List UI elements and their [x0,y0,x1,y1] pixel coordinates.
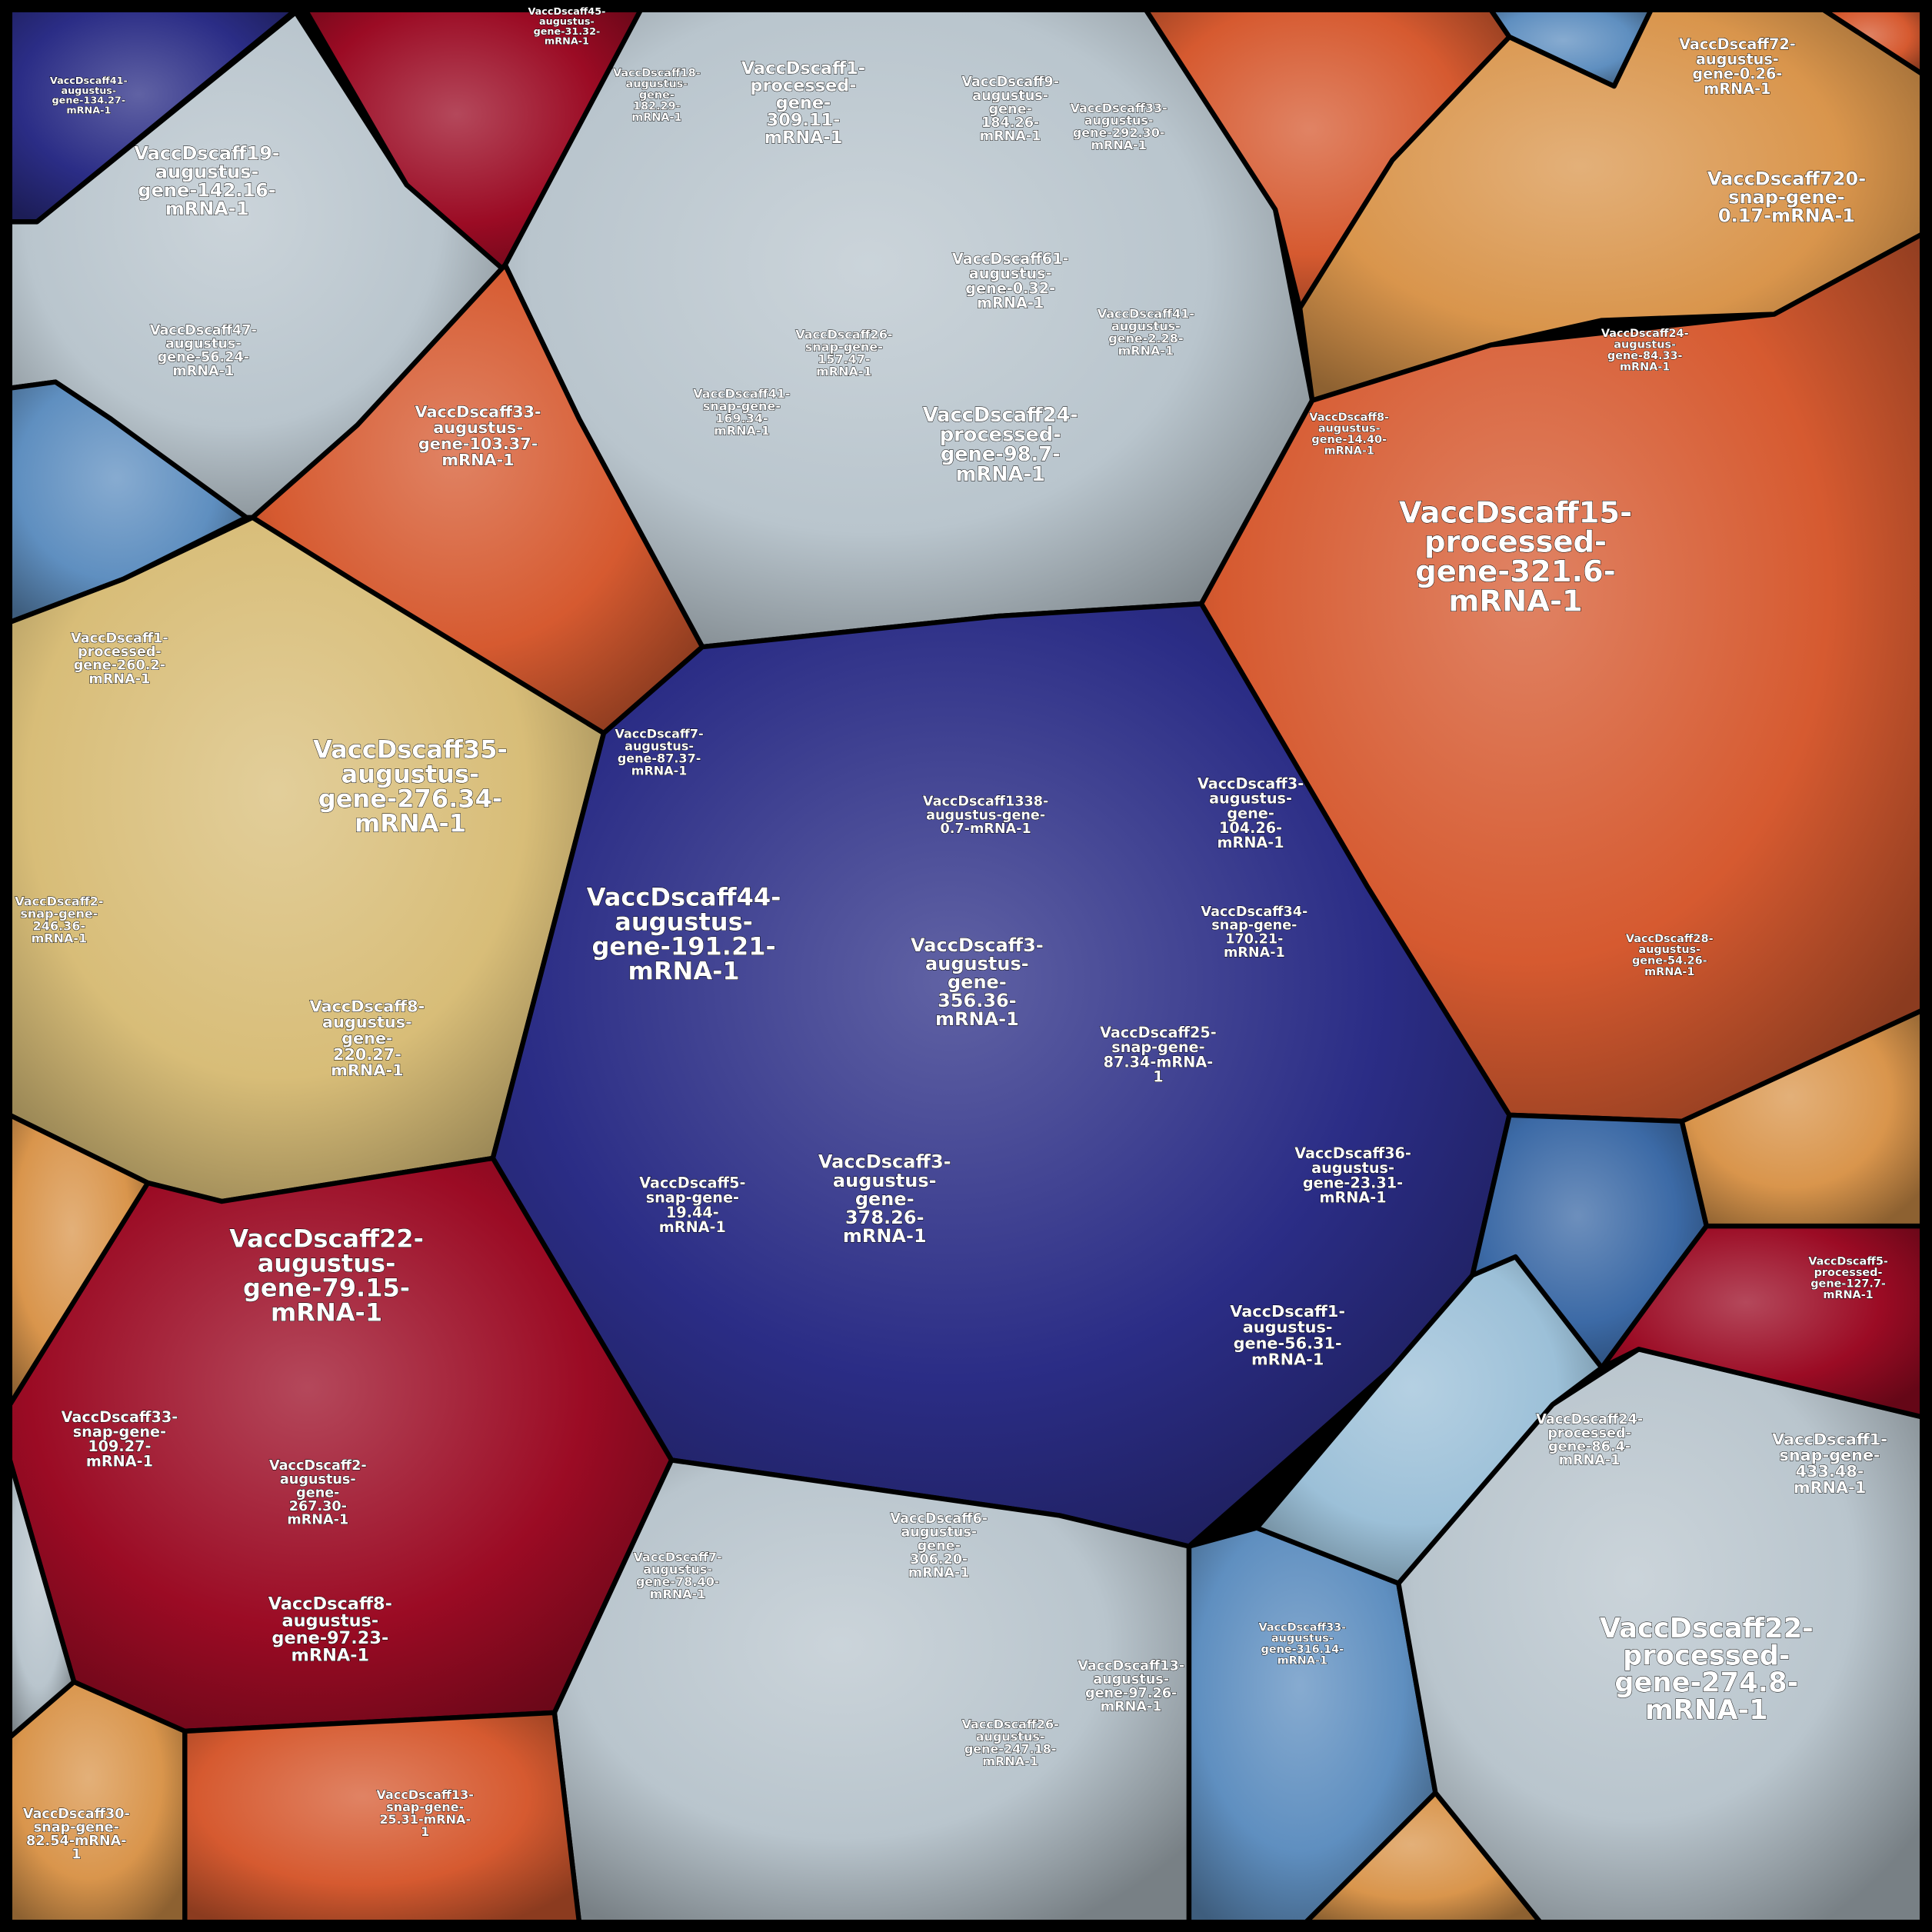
cell-label: VaccDscaff1-processed-gene-309.11-mRNA-1 [741,58,865,148]
cell-label: VaccDscaff3-augustus-gene-104.26-mRNA-1 [1198,774,1304,851]
cell-label: VaccDscaff7-augustus-gene-78.40-mRNA-1 [634,1550,722,1601]
cell-label: VaccDscaff41-snap-gene-169.34-mRNA-1 [693,386,790,438]
cell-label: VaccDscaff41-augustus-gene-134.27-mRNA-1 [50,75,128,116]
cell-label: VaccDscaff7-augustus-gene-87.37-mRNA-1 [615,727,703,778]
cell-label: VaccDscaff1-snap-gene-433.48-mRNA-1 [1772,1430,1887,1496]
cell-label: VaccDscaff2-snap-gene-246.36-mRNA-1 [15,894,103,946]
cell-label: VaccDscaff9-augustus-gene-184.26-mRNA-1 [961,75,1059,144]
cell-group-light-orange-bottom-left [7,1679,188,1925]
cell-label: VaccDscaff47-augustus-gene-56.24-mRNA-1 [150,323,257,379]
cell-label: VaccDscaff8-augustus-gene-97.23-mRNA-1 [268,1594,392,1665]
cell-label: VaccDscaff26-augustus-gene-247.18-mRNA-1 [961,1717,1058,1769]
cell-group-light-orange-left [7,1112,151,1407]
cell-label: VaccDscaff13-snap-gene-25.31-mRNA-1 [377,1787,474,1839]
cell-label: VaccDscaff22-processed-gene-274.8-mRNA-1 [1600,1613,1814,1726]
cell-label: VaccDscaff1-augustus-gene-56.31-mRNA-1 [1230,1302,1345,1368]
cell-label: VaccDscaff26-snap-gene-157.47-mRNA-1 [795,328,892,379]
cell-label: VaccDscaff19-augustus-gene-142.16-mRNA-1 [134,142,279,219]
cell-label: VaccDscaff24-processed-gene-98.7-mRNA-1 [923,404,1078,486]
cell-group-crimson-corner [1820,7,1925,77]
cell-label: VaccDscaff1338-augustus-gene-0.7-mRNA-1 [923,794,1048,837]
treemap-cells [7,7,1925,1925]
cell-label: VaccDscaff41-augustus-gene-2.28-mRNA-1 [1098,306,1194,358]
cell-label: VaccDscaff35-augustus-gene-276.34-mRNA-1 [313,734,508,838]
cell-label: VaccDscaff44-augustus-gene-191.21-mRNA-1 [587,883,781,986]
cell-label: VaccDscaff33-augustus-gene-316.14-mRNA-1 [1259,1621,1347,1667]
cell-label: VaccDscaff33-snap-gene-109.27-mRNA-1 [62,1408,178,1471]
cell-label: VaccDscaff5-snap-gene-19.44-mRNA-1 [639,1174,745,1236]
cell-label: VaccDscaff2-augustus-gene-267.30-mRNA-1 [269,1458,367,1527]
cell-label: VaccDscaff33-augustus-gene-292.30-mRNA-1 [1070,101,1167,152]
cell-label: VaccDscaff30-snap-gene-82.54-mRNA-1 [23,1807,130,1863]
cell-label: VaccDscaff3-augustus-gene-378.26-mRNA-1 [818,1151,951,1247]
cell-label: VaccDscaff3-augustus-gene-356.36-mRNA-1 [911,934,1044,1030]
cell-label: VaccDscaff34-snap-gene-170.21-mRNA-1 [1201,904,1307,961]
cell-label: VaccDscaff28-augustus-gene-54.26-mRNA-1 [1626,933,1714,978]
cell-label: VaccDscaff720-snap-gene-0.17-mRNA-1 [1707,168,1866,226]
cell-label: VaccDscaff15-processed-gene-321.6-mRNA-1 [1399,495,1632,618]
cell-label: VaccDscaff6-augustus-gene-306.20-mRNA-1 [890,1511,988,1581]
cell-label: VaccDscaff8-augustus-gene-220.27-mRNA-1 [310,997,425,1079]
cell-label: VaccDscaff61-augustus-gene-0.32-mRNA-1 [952,250,1069,312]
cell-label: VaccDscaff22-augustus-gene-79.15-mRNA-1 [229,1224,424,1327]
cell-label: VaccDscaff24-processed-gene-86.4-mRNA-1 [1536,1412,1643,1468]
cell-label: VaccDscaff1-processed-gene-260.2-mRNA-1 [71,631,168,687]
cell-label: VaccDscaff18-augustus-gene-182.29-mRNA-1 [613,67,701,124]
cell-label: VaccDscaff5-processed-gene-127.7-mRNA-1 [1808,1255,1888,1301]
cell-label: VaccDscaff45-augustus-gene-31.32-mRNA-1 [528,6,605,47]
cell-label: VaccDscaff13-augustus-gene-97.26-mRNA-1 [1078,1659,1184,1715]
treemap-labels: VaccDscaff41-augustus-gene-134.27-mRNA-1… [15,6,1889,1863]
cell-label: VaccDscaff24-augustus-gene-84.33-mRNA-1 [1601,328,1689,373]
cell-label: VaccDscaff72-augustus-gene-0.26-mRNA-1 [1679,35,1796,98]
cell-label: VaccDscaff33-augustus-gene-103.37-mRNA-1 [415,402,541,468]
cell-group-grey-bottom-left [7,1457,77,1740]
cell-label: VaccDscaff36-augustus-gene-23.31-mRNA-1 [1294,1144,1411,1207]
cell-label: VaccDscaff25-snap-gene-87.34-mRNA-1 [1100,1024,1217,1086]
cell-label: VaccDscaff8-augustus-gene-14.40-mRNA-1 [1309,411,1389,457]
cell-group-light-orange-right [1679,1008,1925,1229]
